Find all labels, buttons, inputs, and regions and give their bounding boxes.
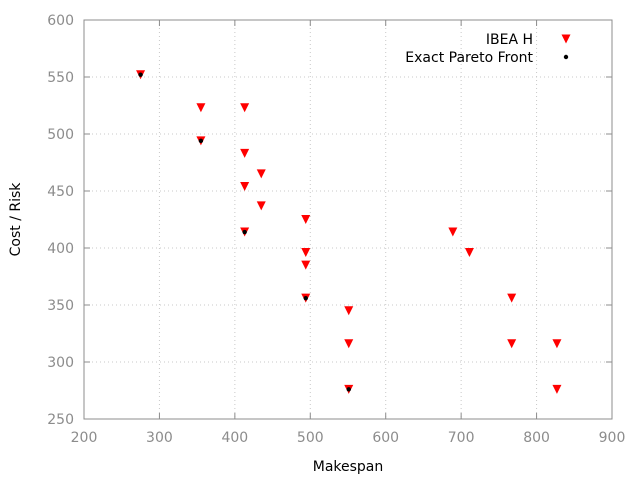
y-tick-label: 500	[47, 127, 74, 143]
pareto-front-point	[242, 229, 247, 235]
legend: IBEA H Exact Pareto Front	[405, 32, 571, 66]
ibea-h-point	[256, 169, 266, 179]
plot-frame	[83, 19, 613, 420]
x-tick-label: 400	[221, 430, 248, 446]
x-tick-label: 200	[71, 430, 98, 446]
ibea-h-point	[301, 215, 311, 224]
ibea-h-point	[448, 227, 458, 237]
ibea-h-point	[256, 201, 266, 211]
x-tick-label: 500	[297, 430, 324, 446]
x-tick-label: 300	[146, 430, 173, 446]
ibea-h-point	[507, 293, 517, 303]
ibea-h-point	[240, 103, 250, 113]
ibea-h-point	[552, 339, 562, 349]
pareto-front-point	[303, 295, 308, 301]
ibea-h-point	[240, 148, 250, 158]
pareto-front-point	[346, 387, 351, 392]
ibea-h-point	[552, 384, 562, 394]
legend-marker-ibea-h	[561, 34, 571, 44]
grid	[84, 20, 612, 419]
x-tick-label: 900	[599, 430, 626, 446]
y-tick-label: 600	[47, 13, 74, 29]
legend-label-exact-pareto-front: Exact Pareto Front	[405, 50, 533, 66]
ibea-h-point	[344, 306, 354, 316]
y-tick-labels: 250 300 350 400 450 500 550 600	[47, 13, 74, 428]
x-tick-label: 800	[523, 430, 550, 446]
x-tick-labels: 200 300 400 500 600 700 800 900	[71, 430, 626, 446]
ibea-h-point	[301, 260, 311, 270]
x-axis-label: Makespan	[313, 459, 384, 475]
pareto-front-point	[138, 72, 143, 77]
y-axis-label: Cost / Risk	[8, 182, 24, 257]
legend-dot-marker	[563, 54, 569, 60]
ibea-h-point	[301, 248, 311, 258]
y-tick-label: 550	[47, 70, 74, 86]
ibea-h-point	[507, 339, 517, 349]
y-tick-label: 450	[47, 184, 74, 200]
y-tick-label: 350	[47, 298, 74, 314]
ibea-h-point	[464, 248, 474, 258]
legend-triangle-marker	[561, 34, 571, 44]
legend-marker-exact-pareto-front	[563, 54, 569, 60]
legend-label-ibea-h: IBEA H	[486, 32, 533, 48]
data-points	[136, 70, 562, 394]
ibea-h-point	[240, 181, 250, 191]
y-tick-label: 250	[47, 412, 74, 428]
ibea-h-point	[344, 339, 354, 349]
x-tick-label: 600	[372, 430, 399, 446]
x-tick-label: 700	[448, 430, 475, 446]
y-tick-label: 400	[47, 241, 74, 257]
pareto-front-point	[198, 138, 204, 144]
axis-ticks	[83, 19, 613, 420]
y-tick-label: 300	[47, 355, 74, 371]
ibea-h-point	[196, 103, 206, 113]
